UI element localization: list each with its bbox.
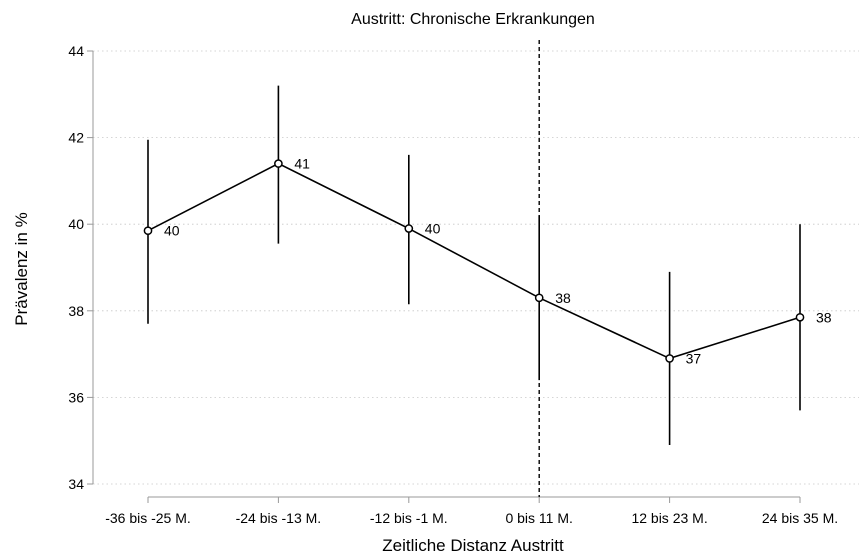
series-line-layer	[147, 162, 801, 360]
data-point-4	[665, 354, 674, 363]
data-label-5: 38	[816, 309, 832, 325]
data-label-0: 40	[164, 223, 180, 239]
data-point-2	[404, 224, 414, 233]
data-labels: 40 41 40 38 37 38	[164, 156, 832, 367]
y-tick-label-1: 36	[68, 389, 84, 405]
x-tick-label-1: -24 bis -13 M.	[236, 510, 322, 526]
confidence-intervals	[147, 85, 801, 446]
x-tick-label-5: 24 bis 35 M.	[762, 510, 838, 526]
x-tick-label-2: -12 bis -1 M.	[370, 510, 448, 526]
data-label-3: 38	[555, 290, 571, 306]
x-tick-label-3: 0 bis 11 M.	[505, 510, 572, 526]
y-tick-label-3: 40	[68, 216, 84, 232]
data-label-4: 37	[686, 350, 702, 366]
tick-labels: 34 36 38 40 42 44 -36 bis -25 M. -24 bis -13 M.…	[68, 43, 838, 526]
y-axis-label: Prävalenz in %	[12, 212, 31, 325]
data-label-2: 40	[425, 221, 441, 237]
data-point-3	[534, 293, 544, 303]
x-axis-label: Zeitliche Distanz Austritt	[382, 536, 564, 555]
y-tick-label-4: 42	[68, 130, 84, 146]
data-point-5	[795, 312, 805, 322]
x-tick-label-0: -36 bis -25 M.	[105, 510, 191, 526]
data-point-0	[143, 226, 153, 236]
data-point-1	[274, 159, 283, 168]
x-tick-label-4: 12 bis 23 M.	[631, 510, 707, 526]
gridlines	[93, 50, 859, 485]
y-tick-label-2: 38	[68, 303, 84, 319]
axes	[87, 50, 801, 503]
series-line	[147, 162, 801, 360]
chart-title: Austritt: Chronische Erkrankungen	[351, 11, 595, 28]
y-tick-label-0: 34	[68, 476, 84, 492]
y-tick-label-5: 44	[68, 43, 84, 59]
data-label-1: 41	[294, 156, 310, 172]
data-points	[143, 159, 805, 363]
